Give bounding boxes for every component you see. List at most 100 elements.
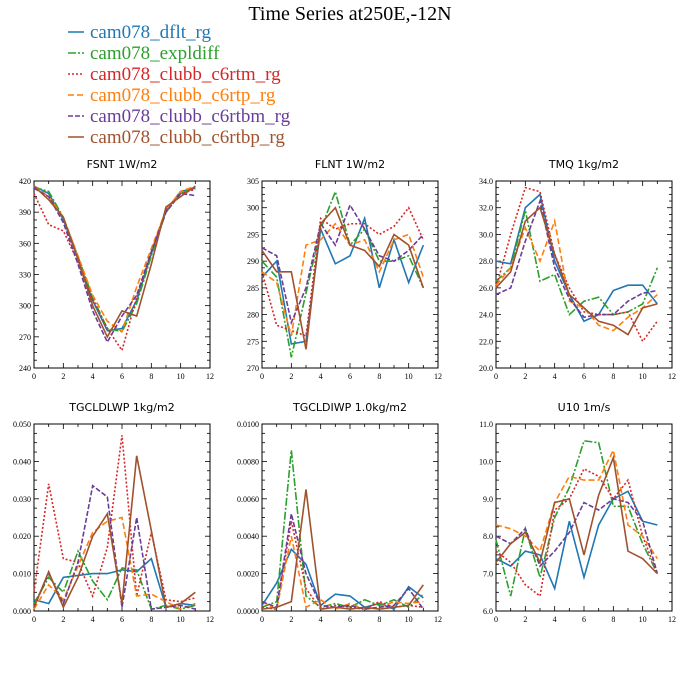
y-tick-label: 0.0020 — [237, 570, 259, 579]
y-tick-label: 0.030 — [13, 495, 31, 504]
series-line-cam078-clubb-c6rtbm-rg — [33, 187, 196, 344]
legend-label: cam078_clubb_c6rtm_rg — [90, 64, 281, 85]
axis-frame — [33, 180, 211, 369]
x-tick-label: 8 — [611, 615, 615, 624]
series-line-cam078-clubb-c6rtbp-rg — [261, 206, 425, 350]
legend-label: cam078_clubb_c6rtbm_rg — [90, 106, 291, 127]
y-tick-label: 11.0 — [479, 420, 493, 429]
y-tick-label: 32.0 — [479, 204, 493, 213]
y-tick-label: 270 — [247, 364, 259, 373]
y-tick-label: 270 — [19, 333, 31, 342]
y-tick-label: 26.0 — [479, 284, 493, 293]
series-line-cam078-expldiff — [261, 189, 425, 358]
series-line-cam078-expldiff — [33, 549, 196, 611]
x-tick-label: 6 — [582, 615, 586, 624]
series-line-cam078-clubb-c6rtbp-rg — [33, 455, 196, 610]
series-line-cam078-expldiff — [33, 186, 196, 333]
legend-label: cam078_expldiff — [90, 43, 220, 64]
panel-title: TGCLDIWP 1.0kg/m2 — [292, 401, 407, 414]
y-tick-label: 24.0 — [479, 311, 493, 320]
x-tick-label: 8 — [149, 615, 153, 624]
series-line-cam078-dflt-rg — [261, 547, 424, 611]
y-tick-label: 420 — [19, 177, 31, 186]
y-tick-label: 0.0060 — [237, 495, 259, 504]
series-line-cam078-clubb-c6rtm-rg — [495, 186, 658, 343]
x-tick-label: 4 — [91, 615, 95, 624]
x-tick-label: 4 — [319, 372, 323, 381]
x-tick-label: 10 — [639, 372, 647, 381]
y-tick-label: 9.0 — [483, 495, 493, 504]
x-tick-label: 12 — [206, 615, 214, 624]
y-tick-label: 0.000 — [13, 607, 31, 616]
x-tick-label: 8 — [611, 372, 615, 381]
panel-title: FLNT 1W/m2 — [315, 158, 385, 171]
x-tick-label: 0 — [32, 615, 36, 624]
series-line-cam078-clubb-c6rtbp-rg — [261, 489, 424, 611]
x-tick-label: 6 — [120, 372, 124, 381]
chart-panel: TGCLDLWP 1kg/m2 0 2 4 6 8 10 12 0.000 0.010 0.020 0… — [13, 401, 214, 624]
series-line-cam078-clubb-c6rtbm-rg — [261, 513, 424, 610]
y-tick-label: 20.0 — [479, 364, 493, 373]
x-tick-label: 2 — [523, 372, 527, 381]
legend-label: cam078_clubb_c6rtbp_rg — [90, 127, 285, 148]
x-tick-label: 0 — [32, 372, 36, 381]
x-tick-label: 12 — [668, 615, 676, 624]
panel-title: FSNT 1W/m2 — [87, 158, 158, 171]
series-line-cam078-expldiff — [495, 210, 659, 316]
y-tick-label: 285 — [247, 284, 259, 293]
x-tick-label: 0 — [494, 615, 498, 624]
series-line-cam078-clubb-c6rtbp-rg — [495, 206, 658, 336]
x-tick-label: 0 — [260, 372, 264, 381]
y-tick-label: 10.0 — [479, 457, 493, 466]
y-tick-label: 6.0 — [483, 607, 493, 616]
x-tick-label: 4 — [319, 615, 323, 624]
x-tick-label: 6 — [348, 372, 352, 381]
series-line-cam078-clubb-c6rtm-rg — [261, 521, 424, 611]
series-line-cam078-clubb-c6rtbm-rg — [495, 198, 658, 319]
series-line-cam078-clubb-c6rtm-rg — [495, 467, 659, 598]
x-tick-label: 12 — [206, 372, 214, 381]
chart-panel: FLNT 1W/m2 0 2 4 6 8 10 12 270 275 280 285 290 295 300… — [247, 158, 442, 381]
x-tick-label: 4 — [91, 372, 95, 381]
x-tick-label: 2 — [61, 615, 65, 624]
axis-frame — [495, 180, 673, 369]
x-tick-label: 4 — [553, 372, 557, 381]
figure-title: Time Series at250E,-12N — [248, 3, 451, 25]
x-tick-label: 8 — [377, 615, 381, 624]
y-tick-label: 305 — [247, 177, 259, 186]
y-tick-label: 360 — [19, 239, 31, 248]
series-line-cam078-clubb-c6rtm-rg — [33, 435, 196, 603]
y-tick-label: 290 — [247, 257, 259, 266]
series-line-cam078-expldiff — [495, 439, 659, 597]
x-tick-label: 12 — [434, 372, 442, 381]
x-tick-label: 2 — [61, 372, 65, 381]
x-tick-label: 4 — [553, 615, 557, 624]
y-tick-label: 0.040 — [13, 457, 31, 466]
y-tick-label: 34.0 — [479, 177, 493, 186]
series-line-cam078-expldiff — [261, 450, 424, 609]
x-tick-label: 10 — [639, 615, 647, 624]
y-tick-label: 240 — [19, 364, 31, 373]
y-tick-label: 0.0080 — [237, 457, 259, 466]
series-line-cam078-clubb-c6rtp-rg — [261, 536, 424, 611]
y-tick-label: 275 — [247, 337, 259, 346]
y-tick-label: 0.0000 — [237, 607, 259, 616]
x-tick-label: 2 — [289, 372, 293, 381]
x-tick-label: 12 — [434, 615, 442, 624]
y-tick-label: 7.0 — [483, 570, 493, 579]
y-tick-label: 28.0 — [479, 257, 493, 266]
panel-title: TGCLDLWP 1kg/m2 — [68, 401, 174, 414]
x-tick-label: 2 — [523, 615, 527, 624]
x-tick-label: 6 — [582, 372, 586, 381]
series-line-cam078-clubb-c6rtbp-rg — [33, 185, 196, 339]
axis-frame — [261, 423, 439, 612]
x-tick-label: 10 — [177, 372, 185, 381]
x-tick-label: 10 — [405, 615, 413, 624]
y-tick-label: 0.020 — [13, 532, 31, 541]
chart-panel: U10 1m/s 0 2 4 6 8 10 12 6.0 7.0 8.0 9.0 10.0 11.0 — [479, 401, 676, 624]
x-tick-label: 8 — [149, 372, 153, 381]
chart-panel: TMQ 1kg/m2 0 2 4 6 8 10 12 20.0 22.0 24.0 26.0 28.0 3… — [479, 158, 676, 381]
series-line-cam078-clubb-c6rtbp-rg — [495, 454, 658, 575]
y-tick-label: 30.0 — [479, 230, 493, 239]
